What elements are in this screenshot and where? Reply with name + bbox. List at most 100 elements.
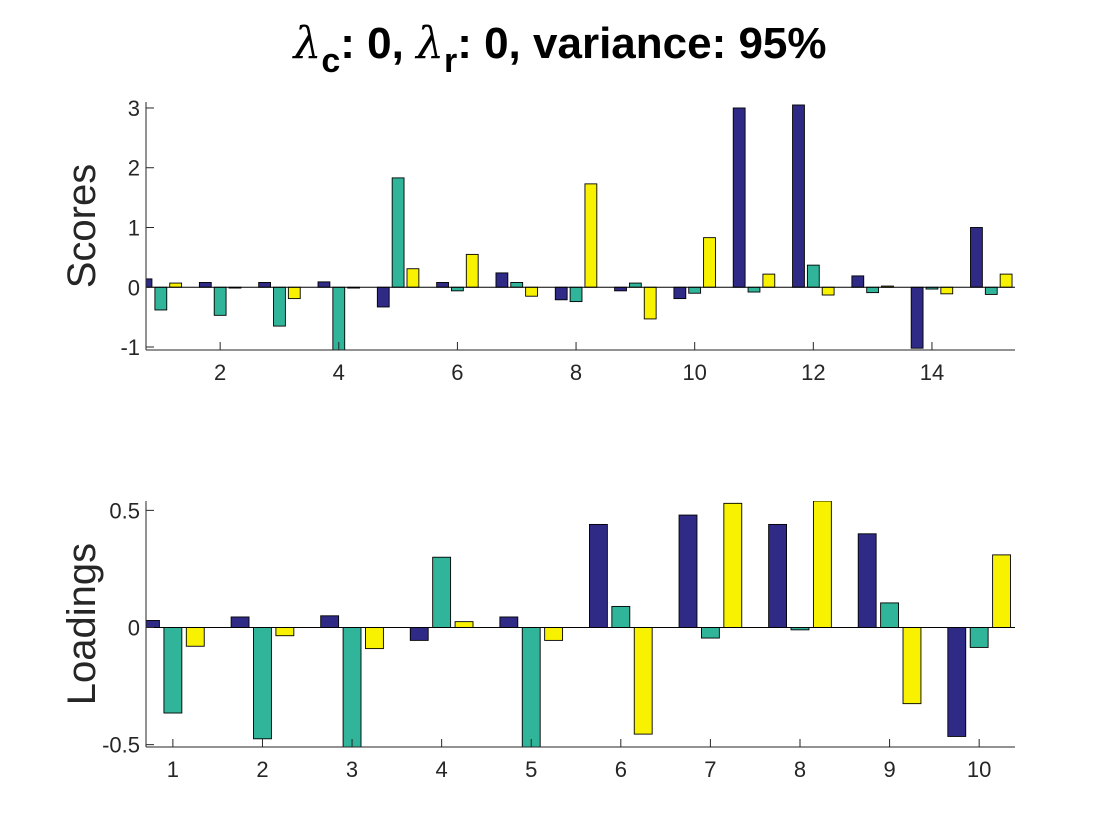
loadings-bar-s1-c5 (499, 616, 519, 628)
loadings-xtick-label: 7 (704, 757, 716, 782)
scores-bar-s1-c15 (970, 227, 983, 288)
scores-bar-s1-c8 (554, 286, 568, 301)
scores-bar-s2-c15 (984, 286, 998, 295)
loadings-bar-s3-c1 (185, 627, 205, 647)
scores-bar-s2-c11 (747, 286, 761, 293)
loadings-xtick-label: 9 (883, 757, 895, 782)
loadings-bar-s1-c10 (947, 627, 967, 737)
loadings-bar-s2-c7 (700, 627, 720, 639)
loadings-xtick-label: 5 (525, 757, 537, 782)
scores-xtick-label: 14 (920, 360, 944, 385)
scores-bar-s2-c4 (332, 286, 346, 350)
title-part1: : 0, (340, 19, 417, 68)
loadings-ytick-label: 0 (128, 616, 140, 641)
loadings-bar-s3-c4 (454, 621, 474, 628)
loadings-bar-s3-c10 (992, 554, 1011, 628)
scores-bar-s3-c14 (940, 286, 954, 295)
scores-xtick-label: 8 (570, 360, 582, 385)
scores-bar-s1-c4 (317, 281, 331, 288)
loadings-bar-s2-c3 (342, 627, 362, 747)
loadings-bar-s1-c8 (768, 523, 788, 628)
loadings-xtick-label: 10 (967, 757, 991, 782)
scores-bar-s1-c2 (198, 282, 212, 288)
loadings-bar-s1-c1 (146, 620, 160, 628)
scores-xtick-label: 6 (451, 360, 463, 385)
scores-bar-s1-c11 (732, 107, 746, 288)
scores-bar-s3-c8 (584, 183, 598, 288)
scores-ytick-label: 1 (128, 215, 140, 240)
scores-ytick-label: 3 (128, 96, 140, 121)
scores-bar-s1-c5 (376, 286, 390, 308)
scores-bar-s2-c7 (510, 282, 524, 288)
loadings-bar-s3-c3 (365, 627, 384, 650)
scores-xtick-label: 12 (801, 360, 825, 385)
title-lambda-r: λ (416, 18, 444, 69)
loadings-bar-s1-c2 (230, 616, 250, 628)
loadings-bar-s2-c2 (253, 627, 272, 740)
scores-bar-s1-c6 (436, 282, 449, 288)
scores-bar-s3-c11 (762, 273, 776, 288)
title-sub-c: c (321, 42, 341, 80)
scores-bar-s2-c3 (273, 286, 286, 327)
scores-bar-s2-c2 (213, 286, 227, 316)
scores-bar-s2-c8 (569, 286, 583, 303)
scores-ytick-label: -1 (120, 335, 140, 360)
loadings-bar-s1-c4 (409, 627, 429, 641)
scores-xtick-label: 2 (214, 360, 226, 385)
scores-ylabel: Scores (60, 164, 104, 289)
scores-bar-s3-c6 (465, 253, 479, 288)
loadings-bar-s2-c10 (969, 627, 989, 648)
scores-ytick-label: 0 (128, 275, 140, 300)
scores-bar-s1-c7 (495, 272, 509, 288)
scores-bar-s3-c5 (406, 268, 420, 288)
loadings-xtick-label: 2 (256, 757, 268, 782)
loadings-ylabel: Loadings (60, 543, 104, 705)
loadings-xtick-label: 4 (436, 757, 448, 782)
scores-bar-s3-c12 (821, 286, 835, 296)
title-lambda-c: λ (293, 18, 322, 69)
scores-bar-s2-c6 (451, 286, 464, 292)
scores-bar-s1-c13 (851, 275, 865, 288)
title-part2: : 0, variance: 95% (457, 19, 827, 68)
scores-bar-s3-c10 (703, 237, 716, 288)
scores-bar-s2-c12 (806, 264, 820, 288)
loadings-xtick-label: 3 (346, 757, 358, 782)
loadings-bar-s3-c2 (275, 627, 295, 637)
loadings-bars (146, 501, 1011, 747)
scores-bar-s3-c1 (169, 282, 183, 288)
loadings-bar-s2-c9 (880, 602, 899, 628)
scores-bar-s2-c13 (866, 286, 880, 294)
loadings-ytick-label: -0.5 (102, 733, 140, 758)
scores-bar-s2-c9 (628, 282, 642, 288)
scores-bar-s1-c3 (258, 282, 272, 288)
scores-bar-s1-c12 (792, 104, 805, 288)
loadings-xtick-label: 6 (615, 757, 627, 782)
loadings-bar-s3-c8 (812, 501, 832, 628)
scores-bar-s2-c10 (688, 286, 702, 294)
scores-ytick-label: 2 (128, 156, 140, 181)
scores-bar-s1-c14 (910, 286, 924, 349)
loadings-bar-s1-c6 (589, 523, 608, 628)
title-sub-r: r (443, 42, 458, 80)
loadings-bar-s1-c7 (678, 514, 698, 628)
loadings-bar-s2-c6 (611, 605, 631, 628)
scores-xtick-label: 4 (333, 360, 345, 385)
scores-bar-s1-c10 (673, 286, 687, 300)
scores-bar-s1-c9 (614, 286, 627, 292)
scores-bar-s3-c15 (999, 273, 1013, 288)
loadings-xtick-label: 1 (167, 757, 179, 782)
loadings-bar-s3-c6 (633, 627, 653, 735)
scores-bar-s3-c9 (643, 286, 657, 320)
loadings-bar-s3-c7 (723, 502, 743, 628)
loadings-bar-s2-c5 (521, 627, 541, 747)
loadings-xtick-label: 8 (794, 757, 806, 782)
loadings-bar-s1-c3 (320, 615, 340, 628)
loadings-bar-s2-c1 (163, 627, 183, 714)
loadings-bar-s2-c4 (432, 556, 452, 628)
scores-xtick-label: 10 (682, 360, 706, 385)
chart-title: λc: 0, λr: 0, variance: 95% (0, 18, 1120, 78)
scores-bar-s3-c7 (525, 286, 538, 297)
scores-bar-s2-c1 (154, 286, 168, 311)
